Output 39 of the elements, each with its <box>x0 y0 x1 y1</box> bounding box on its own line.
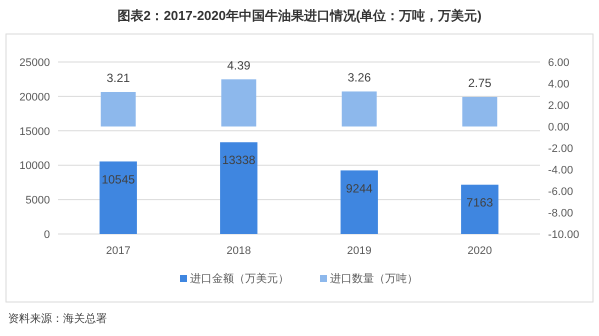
y2-tick-label: -6.00 <box>548 186 574 198</box>
bar <box>220 142 258 234</box>
data-label: 3.26 <box>348 70 372 84</box>
bar <box>342 91 377 126</box>
bar <box>100 161 137 234</box>
data-label: 7163 <box>466 196 494 210</box>
bar <box>100 92 136 126</box>
y2-tick-label: -2.00 <box>548 143 574 155</box>
y2-tick-label: -4.00 <box>548 164 574 176</box>
data-label: 10545 <box>102 172 136 186</box>
data-label: 2.75 <box>468 76 492 90</box>
x-tick-label: 2020 <box>468 245 492 257</box>
y2-tick-label: 2.00 <box>548 100 570 112</box>
data-label: 9244 <box>346 181 373 196</box>
y2-tick-label: 4.00 <box>548 78 570 90</box>
bar <box>221 79 256 126</box>
y-tick-label: 0 <box>44 229 50 241</box>
y-tick-label: 15000 <box>19 126 50 138</box>
bar <box>340 170 378 234</box>
data-label: 4.39 <box>227 58 251 72</box>
x-tick-label: 2017 <box>106 245 130 257</box>
y2-tick-label: -8.00 <box>548 208 574 220</box>
data-label: 3.21 <box>106 70 130 85</box>
y-tick-label: 25000 <box>19 57 50 69</box>
legend-label: 进口数量（万吨） <box>330 272 418 285</box>
text: 资料来源：海关总署 <box>8 312 107 325</box>
y2-tick-label: 6.00 <box>548 57 570 69</box>
x-tick-label: 2019 <box>347 245 372 257</box>
data-label: 13338 <box>222 153 256 168</box>
x-tick-label: 2018 <box>226 245 251 257</box>
y2-tick-label: -10.00 <box>548 229 580 241</box>
legend-label: 进口金额（万美元） <box>190 272 289 285</box>
y-tick-label: 10000 <box>19 160 50 172</box>
chart-title: 图表2：2017-2020年中国牛油果进口情况(单位：万吨，万美元) <box>117 8 482 23</box>
y-tick-label: 5000 <box>26 194 50 207</box>
y2-tick-label: 0.00 <box>548 122 570 134</box>
y-tick-label: 20000 <box>19 91 50 104</box>
bar <box>462 96 498 126</box>
bar <box>461 184 498 234</box>
